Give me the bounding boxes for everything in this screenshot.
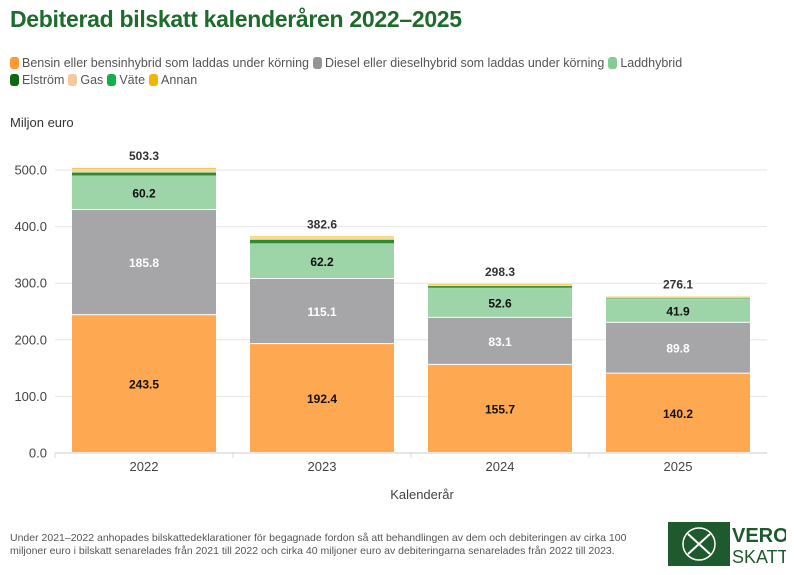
legend-label: Diesel eller dieselhybrid som laddas und… — [324, 56, 605, 70]
y-tick-label: 400.0 — [14, 219, 47, 234]
bar-segment — [428, 286, 572, 288]
legend-label: Väte — [119, 73, 146, 87]
bar-segment — [250, 236, 394, 240]
legend-swatch — [68, 74, 78, 86]
legend-swatch — [312, 57, 322, 69]
legend-item[interactable]: Annan — [149, 72, 197, 89]
bar-segment — [606, 296, 750, 298]
bar-value-label: 41.9 — [666, 304, 690, 318]
bar-segment — [428, 364, 572, 452]
bar-total-label: 298.3 — [485, 265, 515, 279]
bar-value-label: 83.1 — [488, 335, 512, 349]
bar-segment — [72, 168, 216, 173]
y-tick-label: 300.0 — [14, 276, 47, 291]
bar-segment — [250, 344, 394, 452]
bar-segment — [72, 168, 216, 169]
bar-value-label: 115.1 — [307, 305, 337, 319]
bar-segment — [250, 236, 394, 237]
bar-value-label: 62.2 — [310, 255, 334, 269]
bar-value-label: 192.4 — [307, 392, 337, 406]
y-tick-label: 100.0 — [14, 389, 47, 404]
legend-swatch — [10, 74, 19, 86]
bar-value-label: 185.8 — [129, 256, 159, 270]
bar-segment — [428, 284, 572, 286]
legend-item[interactable]: Diesel eller dieselhybrid som laddas und… — [312, 55, 605, 72]
y-tick-label: 500.0 — [14, 163, 47, 178]
x-tick-label: 2024 — [486, 459, 515, 474]
legend-item[interactable]: Elström — [10, 72, 64, 89]
y-tick-label: 200.0 — [14, 332, 47, 347]
bar-total-label: 276.1 — [663, 278, 693, 292]
y-tick-label: 0.0 — [29, 446, 47, 461]
legend-item[interactable]: Bensin eller bensinhybrid som laddas und… — [10, 55, 309, 72]
bar-value-label: 140.2 — [663, 407, 693, 421]
legend-swatch — [10, 57, 19, 69]
bar-segment — [250, 243, 394, 278]
bar-segment — [250, 278, 394, 344]
bar-value-label: 155.7 — [485, 402, 515, 416]
x-tick-label: 2023 — [308, 459, 337, 474]
bar-total-label: 382.6 — [307, 217, 337, 231]
vero-skatt-logo: VERO SKATT — [668, 522, 786, 566]
bar-segment — [428, 288, 572, 317]
legend-swatch — [608, 57, 618, 69]
legend-label: Laddhybrid — [620, 56, 683, 70]
svg-text:SKATT: SKATT — [732, 547, 786, 566]
legend-label: Elström — [22, 73, 65, 87]
bar-segment — [72, 210, 216, 315]
bar-segment — [606, 373, 750, 452]
bar-segment — [72, 175, 216, 210]
bar-segment — [72, 315, 216, 452]
bar-value-label: 60.2 — [132, 186, 156, 200]
legend-label: Gas — [80, 73, 104, 87]
bar-value-label: 243.5 — [129, 378, 159, 392]
bar-segment — [606, 322, 750, 373]
y-axis-label: Miljon euro — [10, 115, 74, 130]
bar-segment — [250, 239, 394, 244]
legend-swatch — [149, 74, 159, 86]
bar-segment — [606, 298, 750, 299]
bar-value-label: 89.8 — [666, 342, 690, 356]
chart-title: Debiterad bilskatt kalenderåren 2022–202… — [10, 6, 462, 32]
legend: Bensin eller bensinhybrid som laddas und… — [10, 55, 770, 89]
bar-segment — [606, 296, 750, 298]
legend-swatch — [107, 74, 117, 86]
x-tick-label: 2025 — [664, 459, 693, 474]
bar-total-label: 503.3 — [129, 149, 159, 163]
bar-segment — [428, 317, 572, 364]
x-tick-label: 2022 — [130, 459, 159, 474]
legend-label: Bensin eller bensinhybrid som laddas und… — [22, 56, 309, 70]
legend-item[interactable]: Laddhybrid — [608, 55, 682, 72]
legend-item[interactable]: Väte — [107, 72, 145, 89]
bar-value-label: 52.6 — [488, 296, 512, 310]
legend-item[interactable]: Gas — [68, 72, 103, 89]
bar-segment — [428, 284, 572, 285]
bar-segment — [606, 299, 750, 322]
legend-label: Annan — [161, 73, 198, 87]
bar-segment — [72, 172, 216, 176]
footnote: Under 2021–2022 anhopades bilskattedekla… — [10, 532, 627, 557]
x-axis-label: Kalenderår — [390, 487, 454, 502]
svg-text:VERO: VERO — [732, 525, 786, 547]
